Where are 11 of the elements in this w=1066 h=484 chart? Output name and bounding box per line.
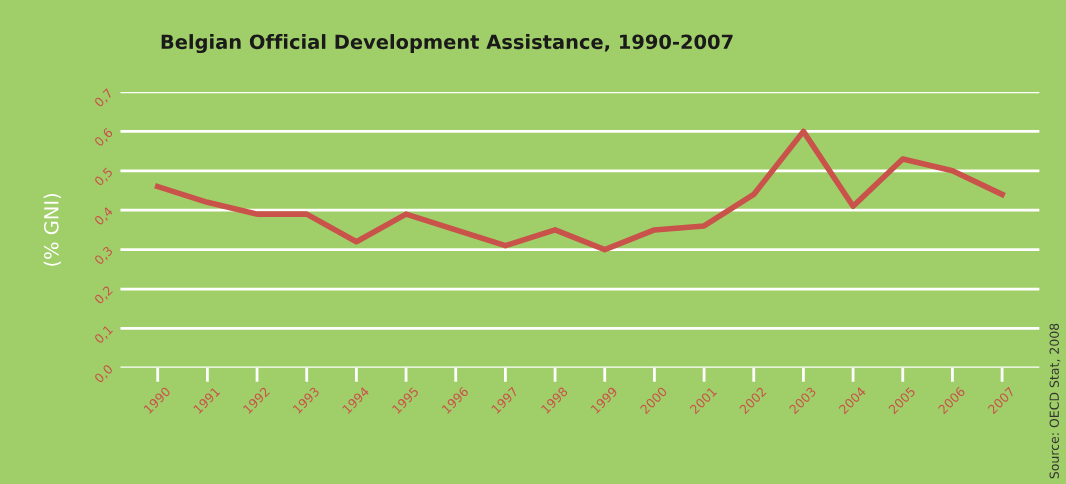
y-tick-label: 0,2 [93, 285, 114, 306]
y-axis-title: (% GNI) [43, 193, 61, 266]
chart-title: Belgian Official Development Assistance, 1990-2007 [161, 34, 733, 54]
y-tick-label: 0,7 [93, 88, 115, 109]
y-tick-label: 0,0 [93, 363, 115, 385]
y-tick-label: 0,6 [93, 127, 115, 148]
y-tick-label: 0,5 [93, 166, 115, 188]
y-tick-label: 0,1 [93, 324, 114, 345]
y-tick-label: 0,4 [93, 206, 115, 227]
y-tick-label: 0,3 [93, 245, 115, 267]
source-note: Source: OECD Stat, 2008 [1049, 323, 1061, 479]
